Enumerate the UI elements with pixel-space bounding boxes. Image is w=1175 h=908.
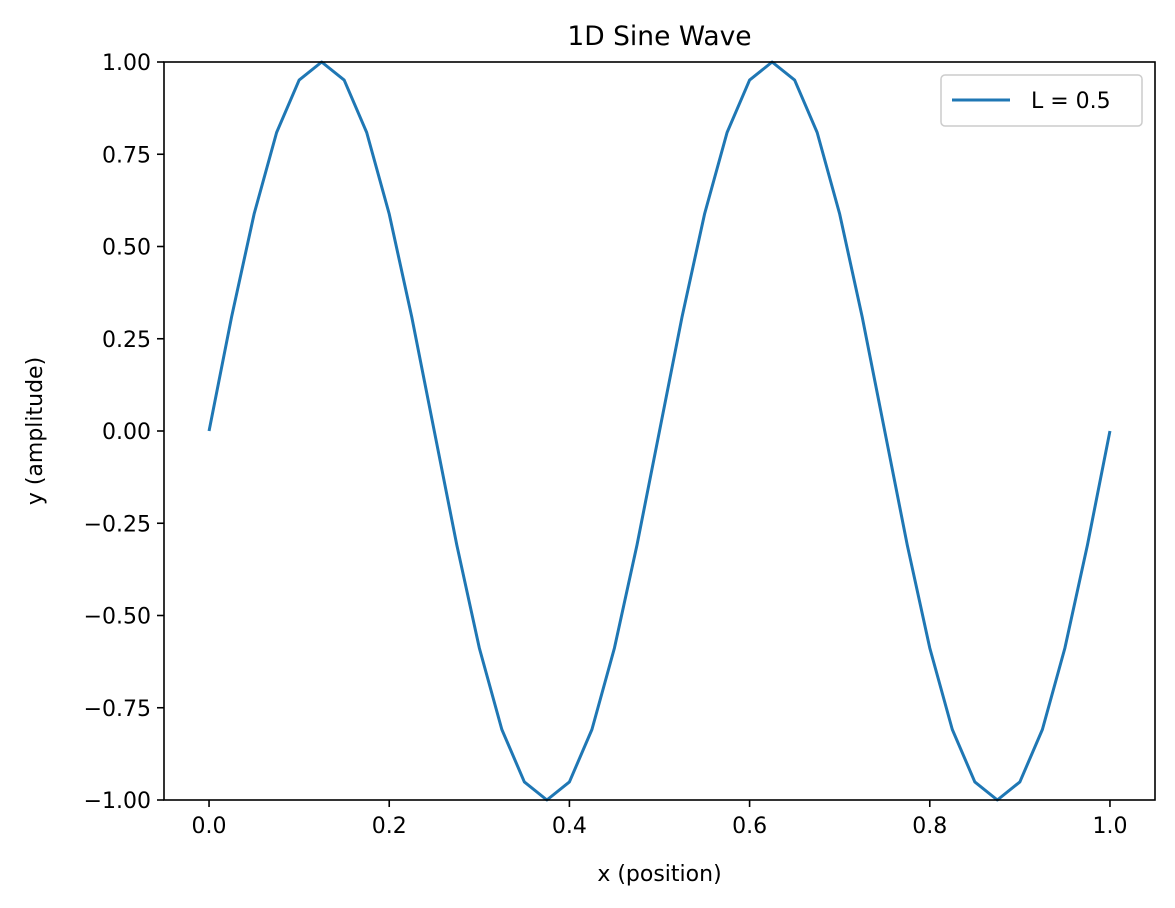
x-axis-title: x (position) [597,862,721,887]
x-tick-label: 0.6 [732,814,767,839]
x-tick-label: 1.0 [1092,814,1127,839]
x-tick-label: 0.8 [912,814,947,839]
y-tick-label: −0.50 [84,605,151,630]
series-line-0 [207,60,1112,802]
y-tick-label: −0.25 [84,512,151,537]
chart-title: 1D Sine Wave [567,21,751,52]
x-tick-label: 0.2 [372,814,407,839]
y-tick-label: 0.25 [102,328,151,353]
y-tick-label: 0.50 [102,236,151,261]
y-axis: 1.00 0.75 0.50 0.25 0.00 −0.25 −0.50 −0.75 −1.00 [84,51,164,814]
y-tick-label: −1.00 [84,789,151,814]
x-axis: 0.0 0.2 0.4 0.6 0.8 1.0 [192,800,1127,839]
legend: L = 0.5 [940,74,1143,127]
y-tick-label: 0.75 [102,143,151,168]
y-tick-label: 1.00 [102,51,151,76]
legend-box [940,74,1143,127]
legend-label: L = 0.5 [1031,89,1111,114]
y-tick-label: 0.00 [102,420,151,445]
y-tick-label: −0.75 [84,697,151,722]
x-tick-label: 0.4 [552,814,587,839]
y-axis-title: y (amplitude) [23,357,48,505]
x-tick-label: 0.0 [192,814,227,839]
